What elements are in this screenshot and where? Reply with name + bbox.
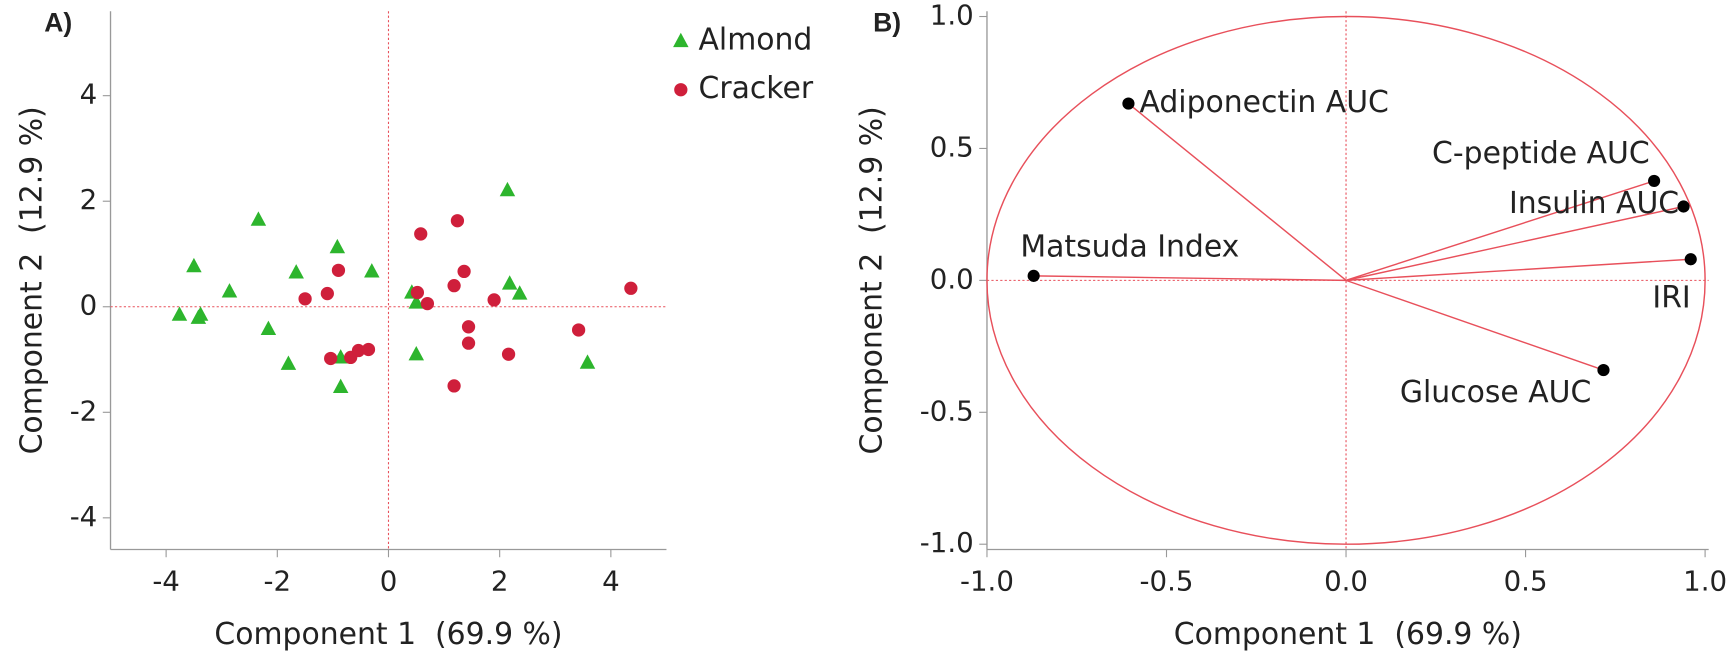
x-tick-label: 0.5 [1504, 565, 1548, 598]
point [579, 354, 596, 369]
legend-label: Almond [699, 23, 813, 58]
y-tick-label: 4 [80, 78, 98, 111]
point-label: C-peptide AUC [1432, 136, 1650, 171]
point [461, 336, 476, 350]
point [186, 257, 202, 273]
point [1677, 200, 1690, 213]
point [1122, 97, 1135, 110]
y-tick-label: 0.5 [930, 130, 974, 163]
point [447, 279, 461, 293]
point [571, 323, 586, 337]
point [450, 214, 465, 228]
x-axis-title: Component 1 (69.9 %) [214, 617, 562, 652]
y-axis-title: Component 2 (12.9 %) [15, 106, 50, 454]
legend-marker [673, 32, 689, 48]
loading-vector [1345, 279, 1604, 371]
panel-label: B) [873, 8, 901, 38]
point-label: Glucose AUC [1400, 375, 1591, 410]
point [447, 379, 461, 393]
point [298, 292, 312, 306]
point [221, 283, 238, 298]
point [501, 275, 518, 290]
loading-vector [1127, 103, 1347, 281]
y-tick-label: -0.5 [920, 394, 974, 427]
loading-vector [1345, 180, 1655, 282]
point [457, 264, 471, 279]
point [351, 343, 366, 358]
point [487, 293, 501, 307]
point [260, 320, 277, 335]
point [511, 285, 528, 300]
point [501, 347, 516, 361]
y-tick-label: 0 [80, 289, 98, 322]
point [408, 294, 425, 309]
point [1648, 174, 1661, 187]
point [280, 355, 297, 370]
x-tick-label: 0.0 [1324, 565, 1368, 598]
loading-vector [1345, 258, 1691, 282]
panel-label: A) [44, 8, 72, 38]
point [410, 285, 425, 300]
point [332, 378, 349, 394]
point [499, 181, 516, 197]
legend-label: Cracker [699, 71, 814, 106]
loading-vector [1033, 275, 1347, 282]
point [324, 351, 338, 366]
y-tick-label: 1.0 [930, 0, 974, 32]
point-label: Insulin AUC [1509, 186, 1679, 221]
point [1597, 363, 1610, 377]
x-tick-label: 0 [380, 565, 398, 598]
x-tick-label: 4 [602, 565, 620, 598]
legend-marker [674, 83, 688, 97]
point [461, 320, 476, 334]
x-tick-label: -0.5 [1140, 565, 1194, 598]
x-tick-label: -1.0 [960, 565, 1014, 598]
x-tick-label: -4 [152, 565, 180, 598]
point [288, 264, 304, 279]
point-label: IRI [1652, 281, 1690, 316]
point [624, 281, 638, 295]
loading-vector [1345, 205, 1684, 282]
point [414, 227, 428, 241]
y-tick-label: 2 [80, 183, 98, 216]
point [320, 286, 334, 301]
point [331, 263, 346, 277]
point [364, 263, 380, 278]
unit-circle [986, 15, 1706, 545]
point [420, 296, 435, 311]
point [192, 306, 209, 321]
point [1027, 269, 1040, 282]
y-tick-label: -4 [70, 500, 98, 533]
y-tick-label: -1.0 [920, 526, 974, 559]
point [361, 342, 376, 357]
point [329, 238, 346, 254]
y-tick-label: 0.0 [930, 262, 974, 295]
point [1684, 253, 1697, 266]
point-label: Adiponectin AUC [1139, 85, 1388, 120]
point [250, 211, 267, 226]
point-label: Matsuda Index [1020, 230, 1239, 265]
point [171, 306, 188, 321]
x-tick-label: -2 [264, 565, 292, 598]
y-axis-title: Component 2 (12.9 %) [855, 106, 890, 454]
x-tick-label: 1.0 [1683, 565, 1727, 598]
x-tick-label: 2 [491, 565, 509, 598]
point [408, 345, 425, 361]
y-tick-label: -2 [70, 394, 98, 427]
x-axis-title: Component 1 (69.9 %) [1174, 617, 1522, 652]
